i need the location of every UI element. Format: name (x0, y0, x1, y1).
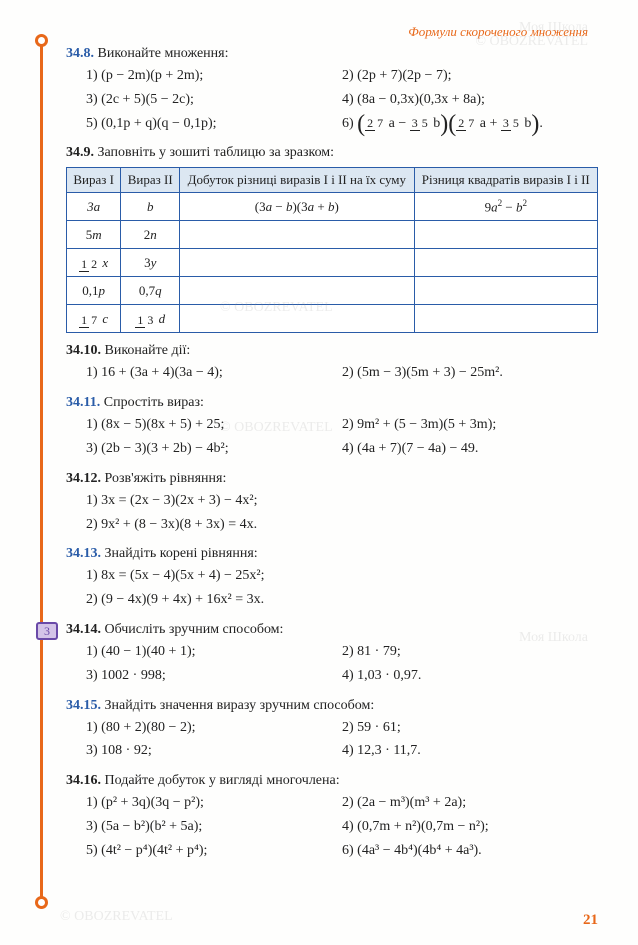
problem-number: 34.16. (66, 773, 101, 788)
td: 0,7q (121, 277, 180, 305)
td: (3a − b)(3a + b) (180, 193, 415, 221)
item: 1) (p − 2m)(p + 2m); (86, 64, 342, 88)
th: Добуток різниці виразів I і II на їх сум… (180, 168, 415, 193)
problem-text: Розв'яжіть рівняння: (105, 471, 227, 486)
problem-number: 34.12. (66, 471, 101, 486)
problem-text: Обчисліть зручним способом: (105, 622, 284, 637)
item: 3) (2c + 5)(5 − 2c); (86, 88, 342, 112)
td: 3y (121, 249, 180, 277)
item: 2) 9x² + (8 − 3x)(8 + 3x) = 4x. (86, 513, 598, 537)
problem-text: Виконайте дії: (105, 343, 191, 358)
item: 6) (4a³ − 4b⁴)(4b⁴ + 4a³). (342, 839, 598, 863)
item: 1) 16 + (3a + 4)(3a − 4); (86, 361, 342, 385)
problem-number: 34.14. (66, 622, 101, 637)
margin-dot-top (35, 34, 48, 47)
td: 9a2 − b2 (414, 193, 597, 221)
page-content: 34.8. Виконайте множення: 1) (p − 2m)(p … (52, 46, 598, 863)
problem-number: 34.11. (66, 395, 100, 410)
item: 3) (5a − b²)(b² + 5a); (86, 815, 342, 839)
td: 12 x (67, 249, 121, 277)
problem-number: 34.10. (66, 343, 101, 358)
item: 4) (8a − 0,3x)(0,3x + 8a); (342, 88, 598, 112)
problem-34-10: 34.10. Виконайте дії: 1) 16 + (3a + 4)(3… (66, 343, 598, 385)
td (414, 305, 597, 333)
problem-number: 34.9. (66, 145, 94, 160)
th: Вираз II (121, 168, 180, 193)
item: 4) 1,03 · 0,97. (342, 664, 598, 688)
problem-number: 34.8. (66, 46, 94, 61)
item: 2) 9m² + (5 − 3m)(5 + 3m); (342, 413, 598, 437)
margin-dot-bottom (35, 896, 48, 909)
item: 2) (5m − 3)(5m + 3) − 25m². (342, 361, 598, 385)
item: 5) (4t² − p⁴)(4t² + p⁴); (86, 839, 342, 863)
item: 4) 12,3 · 11,7. (342, 739, 598, 763)
td: 2n (121, 221, 180, 249)
item: 1) (80 + 2)(80 − 2); (86, 716, 342, 740)
td (414, 277, 597, 305)
item: 4) (4a + 7)(7 − 4a) − 49. (342, 437, 598, 461)
th: Вираз I (67, 168, 121, 193)
section-header: Формули скороченого множення (52, 24, 598, 40)
td: 5m (67, 221, 121, 249)
problem-number: 34.15. (66, 698, 101, 713)
problem-34-8: 34.8. Виконайте множення: 1) (p − 2m)(p … (66, 46, 598, 135)
item: 2) 59 · 61; (342, 716, 598, 740)
example-table: Вираз I Вираз II Добуток різниці виразів… (66, 167, 598, 333)
td (414, 221, 597, 249)
td (414, 249, 597, 277)
problem-34-15: 34.15. Знайдіть значення виразу зручним … (66, 698, 598, 764)
problem-34-9: 34.9. Заповніть у зошиті таблицю за зраз… (66, 145, 598, 333)
item: 3) 1002 · 998; (86, 664, 342, 688)
td: 0,1p (67, 277, 121, 305)
item: 2) 81 · 79; (342, 640, 598, 664)
item: 1) (p² + 3q)(3q − p²); (86, 791, 342, 815)
td: b (121, 193, 180, 221)
item: 2) (2p + 7)(2p − 7); (342, 64, 598, 88)
th: Різниця квадратів виразів I і II (414, 168, 597, 193)
td (180, 277, 415, 305)
item: 1) 3x = (2x − 3)(2x + 3) − 4x²; (86, 489, 598, 513)
item: 2) (9 − 4x)(9 + 4x) + 16x² = 3x. (86, 588, 598, 612)
problem-34-12: 34.12. Розв'яжіть рівняння: 1) 3x = (2x … (66, 471, 598, 537)
page-number: 21 (583, 912, 598, 929)
problem-text: Виконайте множення: (98, 46, 229, 61)
item: 1) 8x = (5x − 4)(5x + 4) − 25x²; (86, 564, 598, 588)
td: 13 d (121, 305, 180, 333)
td (180, 221, 415, 249)
item: 5) (0,1p + q)(q − 0,1p); (86, 112, 342, 136)
problem-text: Знайдіть значення виразу зручним способо… (105, 698, 375, 713)
item: 1) (40 − 1)(40 + 1); (86, 640, 342, 664)
td (180, 249, 415, 277)
difficulty-marker: 3 (36, 622, 58, 640)
problem-34-16: 34.16. Подайте добуток у вигляді многочл… (66, 773, 598, 862)
item: 6) (27 a − 35 b)(27 a + 35 b). (342, 112, 598, 136)
td: 17 c (67, 305, 121, 333)
problem-text: Знайдіть корені рівняння: (105, 546, 258, 561)
item: 1) (8x − 5)(8x + 5) + 25; (86, 413, 342, 437)
problem-text: Спростіть вираз: (104, 395, 204, 410)
item: 3) 108 · 92; (86, 739, 342, 763)
item: 4) (0,7m + n²)(0,7m − n²); (342, 815, 598, 839)
item: 2) (2a − m³)(m³ + 2a); (342, 791, 598, 815)
problem-34-14: 3 34.14. Обчисліть зручним способом: 1) … (66, 622, 598, 688)
problem-34-11: 34.11. Спростіть вираз: 1) (8x − 5)(8x +… (66, 395, 598, 461)
problem-text: Подайте добуток у вигляді многочлена: (105, 773, 340, 788)
td (180, 305, 415, 333)
problem-34-13: 34.13. Знайдіть корені рівняння: 1) 8x =… (66, 546, 598, 612)
td: 3a (67, 193, 121, 221)
item: 3) (2b − 3)(3 + 2b) − 4b²; (86, 437, 342, 461)
watermark: © OBOZREVATEL (60, 909, 173, 925)
margin-rule (40, 40, 43, 903)
problem-text: Заповніть у зошиті таблицю за зразком: (98, 145, 335, 160)
problem-number: 34.13. (66, 546, 101, 561)
